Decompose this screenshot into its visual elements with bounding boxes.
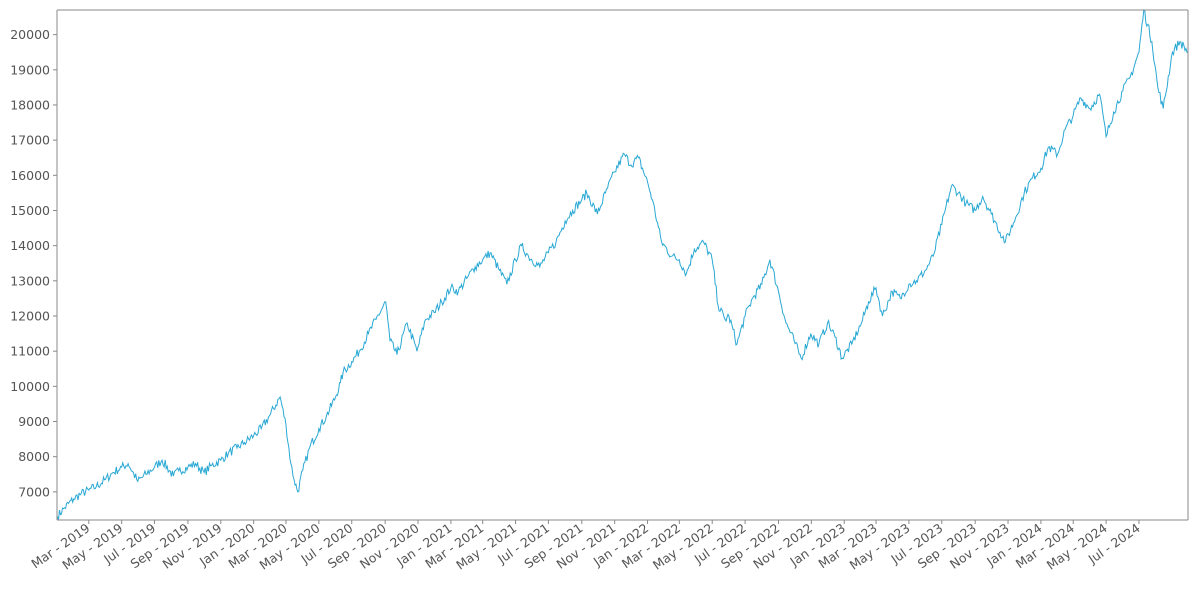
series-line (57, 9, 1189, 520)
y-tick-label: 15000 (10, 203, 50, 218)
series-group (57, 9, 1189, 520)
y-tick-label: 14000 (10, 238, 50, 253)
y-tick-label: 9000 (18, 414, 50, 429)
y-tick-label: 11000 (10, 344, 50, 359)
y-tick-label: 13000 (10, 273, 50, 288)
y-tick-label: 20000 (10, 27, 50, 42)
y-axis: 7000 8000 9000 10000 11000 12000 13000 14000 150… (10, 27, 57, 499)
y-tick-label: 18000 (10, 97, 50, 112)
y-tick-label: 12000 (10, 309, 50, 324)
y-tick-label: 7000 (18, 484, 50, 499)
y-tick-label: 16000 (10, 168, 50, 183)
y-tick-label: 10000 (10, 379, 50, 394)
y-tick-label: 19000 (10, 62, 50, 77)
y-tick-label: 8000 (18, 449, 50, 464)
y-tick-label: 17000 (10, 133, 50, 148)
